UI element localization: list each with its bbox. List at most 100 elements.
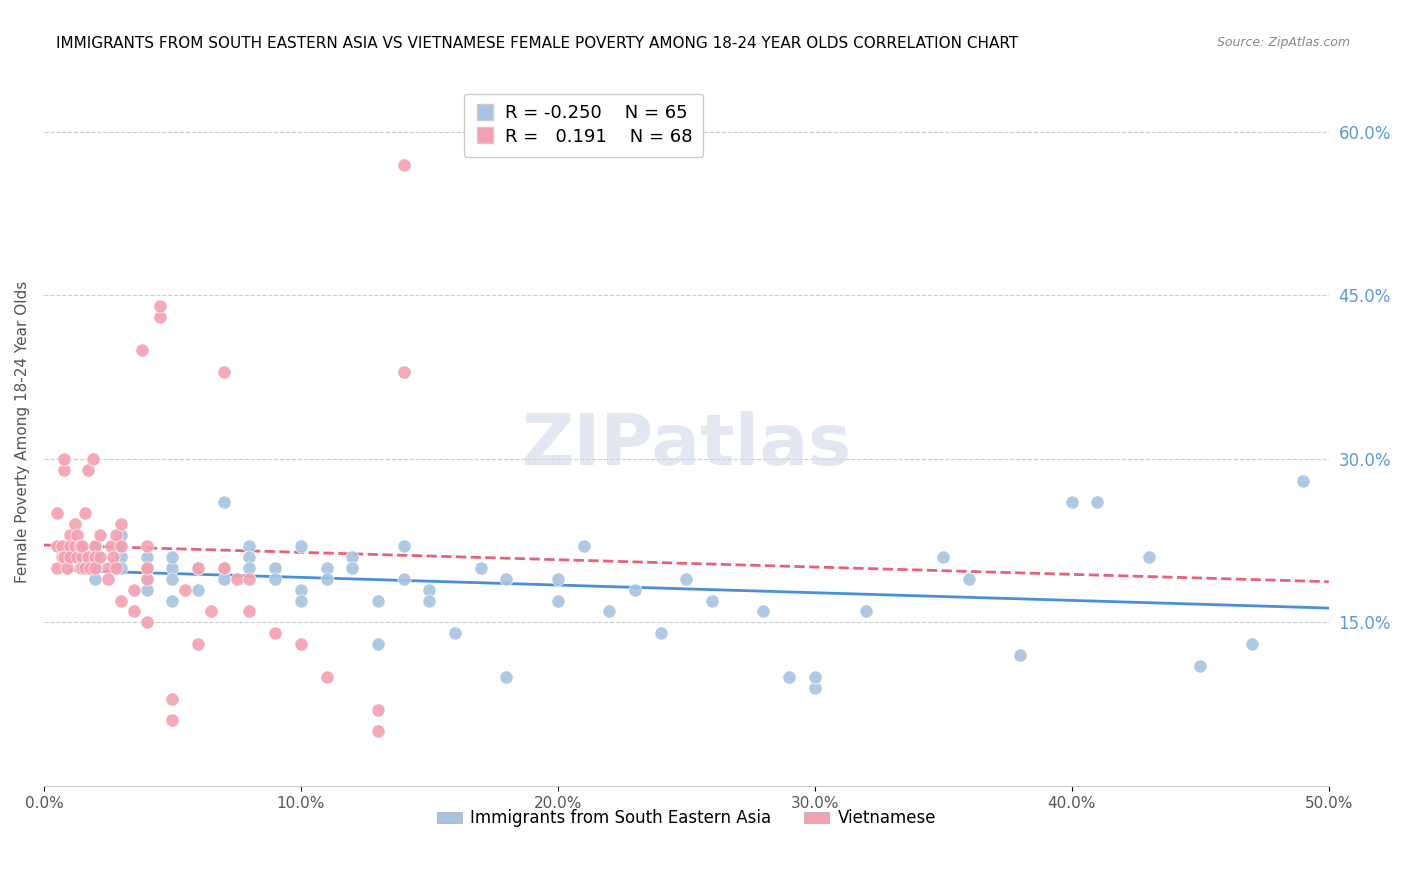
Legend: Immigrants from South Eastern Asia, Vietnamese: Immigrants from South Eastern Asia, Viet… <box>430 803 943 834</box>
Point <box>1189 659 1212 673</box>
Point <box>104 561 127 575</box>
Point <box>225 572 247 586</box>
Point <box>1010 648 1032 662</box>
Y-axis label: Female Poverty Among 18-24 Year Olds: Female Poverty Among 18-24 Year Olds <box>15 280 30 582</box>
Point <box>135 615 157 630</box>
Point <box>103 549 125 564</box>
Point <box>290 539 312 553</box>
Point <box>162 714 184 728</box>
Point <box>110 539 132 553</box>
Point <box>97 561 120 575</box>
Point <box>1240 637 1263 651</box>
Point <box>315 670 337 684</box>
Point <box>264 626 287 640</box>
Point <box>315 561 337 575</box>
Point <box>1060 495 1083 509</box>
Point <box>51 539 73 553</box>
Point <box>110 549 132 564</box>
Point <box>162 561 184 575</box>
Point <box>174 582 197 597</box>
Point <box>63 539 86 553</box>
Point <box>392 572 415 586</box>
Point <box>76 463 98 477</box>
Point <box>84 561 107 575</box>
Point <box>290 637 312 651</box>
Point <box>45 506 67 520</box>
Point <box>135 561 157 575</box>
Point <box>131 343 153 357</box>
Point <box>69 561 91 575</box>
Point <box>804 681 827 695</box>
Point <box>84 539 107 553</box>
Point <box>650 626 672 640</box>
Point <box>200 604 222 618</box>
Point <box>187 561 209 575</box>
Point <box>53 549 76 564</box>
Point <box>76 549 98 564</box>
Point <box>367 724 389 739</box>
Point <box>66 528 89 542</box>
Point <box>162 691 184 706</box>
Point <box>135 572 157 586</box>
Point <box>89 549 111 564</box>
Point <box>367 637 389 651</box>
Point <box>700 593 723 607</box>
Point <box>89 528 111 542</box>
Point <box>45 539 67 553</box>
Point <box>547 593 569 607</box>
Point <box>104 528 127 542</box>
Point <box>58 539 80 553</box>
Point <box>290 593 312 607</box>
Point <box>264 572 287 586</box>
Point <box>572 539 595 553</box>
Point <box>84 539 107 553</box>
Point <box>100 539 122 553</box>
Point <box>290 582 312 597</box>
Point <box>122 582 145 597</box>
Point <box>135 582 157 597</box>
Point <box>547 572 569 586</box>
Point <box>162 572 184 586</box>
Point <box>72 539 94 553</box>
Point <box>238 604 260 618</box>
Point <box>84 549 107 564</box>
Point <box>264 561 287 575</box>
Point <box>148 299 170 313</box>
Point <box>212 495 235 509</box>
Point <box>238 539 260 553</box>
Point <box>72 561 94 575</box>
Point <box>495 670 517 684</box>
Point <box>444 626 467 640</box>
Point <box>135 561 157 575</box>
Point <box>675 572 697 586</box>
Point <box>392 365 415 379</box>
Point <box>495 572 517 586</box>
Point <box>63 517 86 532</box>
Point <box>418 582 440 597</box>
Point <box>392 539 415 553</box>
Point <box>45 561 67 575</box>
Point <box>79 561 101 575</box>
Point <box>51 549 73 564</box>
Point <box>212 365 235 379</box>
Point <box>73 561 96 575</box>
Point <box>187 582 209 597</box>
Point <box>624 582 647 597</box>
Point <box>72 549 94 564</box>
Point <box>804 670 827 684</box>
Point <box>957 572 980 586</box>
Point <box>315 572 337 586</box>
Point <box>418 593 440 607</box>
Point <box>212 561 235 575</box>
Point <box>187 561 209 575</box>
Point <box>212 572 235 586</box>
Point <box>162 593 184 607</box>
Point <box>58 549 80 564</box>
Point <box>110 539 132 553</box>
Text: Source: ZipAtlas.com: Source: ZipAtlas.com <box>1216 36 1350 49</box>
Text: ZIPatlas: ZIPatlas <box>522 411 852 480</box>
Point <box>392 158 415 172</box>
Point <box>69 539 91 553</box>
Point <box>97 572 120 586</box>
Point <box>1137 549 1160 564</box>
